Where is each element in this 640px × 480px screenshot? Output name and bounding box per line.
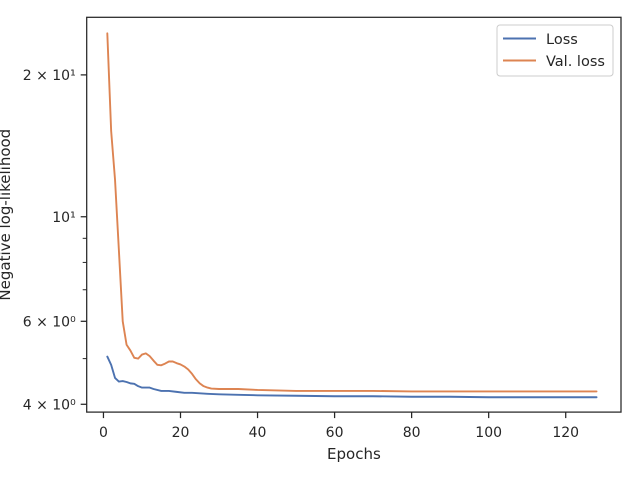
x-tick-label: 120 [552,425,579,441]
y-tick-label: 10¹ [52,210,75,226]
y-axis: 4 × 10⁰ 6 × 10⁰ 10¹ 2 × 10¹ [23,68,87,413]
x-tick-label: 0 [99,425,108,441]
legend: Loss Val. loss [496,24,614,77]
y-axis-label: Negative log-likelihood [0,129,14,301]
legend-label-loss: Loss [546,32,578,48]
y-tick-label: 4 × 10⁰ [23,397,76,413]
plot-frame [86,16,622,413]
x-axis-label: Epochs [327,445,381,463]
y-tick-label: 2 × 10¹ [23,68,76,84]
series-line-val-loss [106,32,598,393]
y-tick-label: 6 × 10⁰ [23,314,76,330]
x-tick-label: 80 [403,425,421,441]
x-tick-label: 100 [475,425,502,441]
x-tick-label: 20 [172,425,190,441]
x-axis: 0 20 40 60 80 100 120 [99,412,579,441]
series-line-loss [106,355,598,399]
legend-label-val-loss: Val. loss [546,54,605,70]
x-tick-label: 40 [249,425,267,441]
series-layer [106,32,598,399]
x-tick-label: 60 [326,425,344,441]
